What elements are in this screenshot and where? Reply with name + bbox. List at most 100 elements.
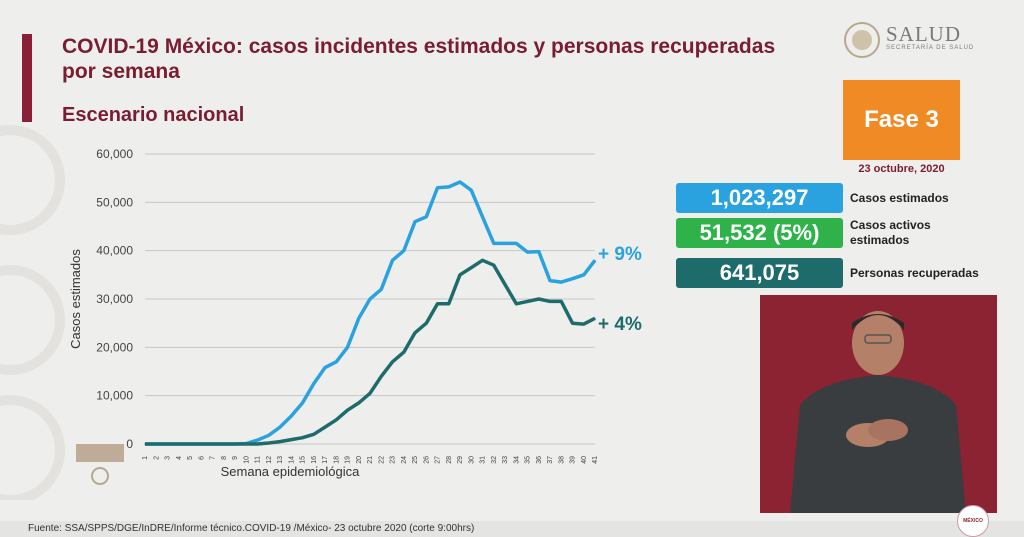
- sign-language-interpreter-video: [760, 295, 997, 513]
- historical-figures-logo-icon: [76, 444, 124, 485]
- estimated-cases-line-point: [380, 288, 382, 290]
- x-tick-label: 7: [210, 456, 217, 460]
- x-tick-label: 19: [345, 456, 352, 464]
- estimated-cases-line-point: [256, 439, 259, 441]
- estimated-cases-line-point: [459, 181, 461, 183]
- stat-active-cases-label: Casos activos estimados: [850, 218, 931, 247]
- x-tick-label: 32: [491, 456, 498, 464]
- x-tick-label: 15: [300, 456, 307, 464]
- x-tick-label: 28: [446, 456, 453, 464]
- x-tick-label: 27: [435, 456, 442, 464]
- phase-date: 23 octubre, 2020: [858, 163, 945, 175]
- footer-bar: [0, 521, 1024, 537]
- mexico-badge-icon: MÉXICO: [957, 505, 989, 537]
- estimated-cases-line-point: [369, 298, 371, 300]
- estimated-cases-line-point: [560, 281, 562, 283]
- estimated-cases-line-point: [391, 259, 394, 261]
- x-tick-label: 12: [266, 456, 273, 464]
- recovered-line-point: [403, 351, 405, 353]
- recovered-line-point: [369, 392, 371, 394]
- salud-logo-subtext: SECRETARÍA DE SALUD: [886, 45, 975, 51]
- stat-active-cases: 51,532 (5%): [676, 218, 843, 248]
- page-title: COVID-19 México: casos incidentes estima…: [62, 35, 776, 83]
- estimated-cases-line-point: [470, 189, 472, 191]
- recovered-line-point: [459, 274, 461, 276]
- y-tick-label: 20,000: [96, 340, 133, 354]
- y-tick-label: 50,000: [96, 195, 133, 209]
- x-tick-label: 6: [198, 456, 205, 460]
- y-axis-label: Casos estimados: [68, 249, 83, 349]
- title-accent-bar: [22, 34, 32, 122]
- x-tick-label: 38: [558, 456, 565, 464]
- x-tick-label: 14: [288, 456, 295, 464]
- x-tick-label: 41: [592, 456, 599, 464]
- salud-logo-text: SALUD: [886, 22, 962, 46]
- x-tick-label: 4: [176, 456, 183, 460]
- recovered-line-point: [358, 402, 360, 404]
- recovered-line-point: [380, 375, 382, 377]
- y-tick-label: 40,000: [96, 244, 133, 258]
- estimated-cases-line-point: [290, 415, 292, 417]
- estimated-cases-line-point: [583, 274, 585, 276]
- recovered-line-point: [391, 361, 394, 363]
- recovered-line-point: [256, 443, 259, 445]
- estimated-cases-line-point: [448, 186, 450, 188]
- recovered-line-point: [324, 426, 326, 428]
- recovered-line-point: [234, 443, 236, 445]
- recovered-line-point: [313, 433, 315, 435]
- recovered-line-point: [571, 322, 574, 324]
- x-tick-label: 10: [243, 456, 250, 464]
- recovered-line-point: [583, 323, 585, 325]
- recovered-line-point: [144, 443, 146, 445]
- x-tick-label: 8: [221, 456, 228, 460]
- x-tick-label: 21: [367, 456, 374, 464]
- recovered-line-point: [504, 283, 506, 286]
- estimated-cases-line-point: [594, 259, 596, 261]
- x-tick-label: 3: [165, 456, 172, 460]
- recovered-line-point: [493, 264, 495, 266]
- estimated-cases-line-point: [504, 242, 506, 245]
- estimated-cases-line-point: [493, 242, 495, 245]
- background-pattern: [0, 125, 65, 500]
- x-axis-label: Semana epidemiológica: [221, 464, 361, 479]
- estimated-cases-line-point: [571, 278, 574, 280]
- x-tick-label: 11: [255, 456, 262, 463]
- recovered-line-point: [290, 439, 292, 441]
- x-tick-label: 30: [468, 456, 475, 464]
- estimated-cases-line-point: [268, 434, 270, 436]
- estimated-cases-line-point: [436, 187, 439, 189]
- y-tick-label: 10,000: [96, 389, 133, 403]
- recovered-line-point: [425, 322, 427, 324]
- estimated-cases-line-point: [335, 361, 337, 363]
- estimated-cases-line-point: [403, 250, 405, 252]
- x-tick-label: 25: [412, 456, 419, 464]
- x-tick-label: 39: [570, 456, 577, 464]
- estimated-cases-line-point: [526, 251, 529, 253]
- recovered-line-point: [166, 443, 169, 445]
- salud-seal-icon: [844, 22, 880, 58]
- recovered-line-point: [155, 443, 157, 445]
- recovered-line-point: [436, 303, 439, 305]
- recovered-line-point: [538, 298, 540, 300]
- estimated-cases-line-point: [358, 317, 360, 319]
- recovered-line-point: [223, 443, 225, 445]
- x-tick-label: 26: [423, 456, 430, 464]
- recovered-line-point: [200, 443, 202, 445]
- phase-badge: Fase 3: [843, 80, 960, 160]
- x-tick-label: 35: [525, 456, 532, 464]
- estimated-change-label: + 9%: [598, 244, 642, 265]
- x-tick-label: 22: [378, 456, 385, 464]
- x-tick-label: 16: [311, 456, 318, 464]
- recovered-line-point: [279, 440, 281, 443]
- recovered-line-point: [178, 443, 180, 445]
- x-tick-label: 20: [356, 456, 363, 464]
- x-tick-label: 5: [187, 456, 194, 460]
- recovered-line-point: [448, 303, 450, 305]
- recovered-line-point: [189, 443, 191, 445]
- x-tick-label: 40: [581, 456, 588, 464]
- x-tick-label: 13: [277, 456, 284, 464]
- estimated-cases-line-point: [481, 216, 484, 218]
- estimated-cases-line-point: [425, 216, 427, 218]
- x-tick-label: 31: [480, 456, 487, 464]
- estimated-cases-line-point: [313, 382, 315, 385]
